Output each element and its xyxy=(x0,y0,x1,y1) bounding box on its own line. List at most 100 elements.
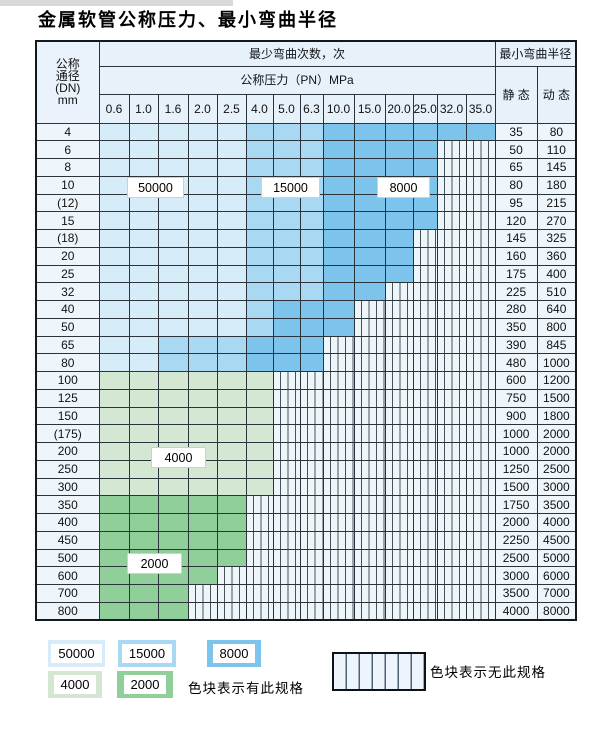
legend-chip-8000: 8000 xyxy=(207,640,261,667)
no-spec-cell xyxy=(299,388,324,408)
spec-cell-50000 xyxy=(216,175,247,195)
spec-cell-50000 xyxy=(98,264,130,284)
static-radius-cell: 160 xyxy=(494,246,538,266)
spec-cell-50000 xyxy=(98,282,130,301)
spec-cell-4000 xyxy=(216,406,247,426)
spec-cell-50000 xyxy=(128,335,159,355)
spec-cell-8000 xyxy=(299,335,324,355)
no-spec-cell xyxy=(465,353,496,372)
no-spec-cell xyxy=(465,548,496,568)
spec-cell-15000 xyxy=(245,193,274,213)
no-spec-note: 色块表示无此规格 xyxy=(430,665,546,680)
table-row: 25 175 400 xyxy=(35,264,577,284)
spec-cell-4000 xyxy=(128,424,159,443)
spec-cell-2000 xyxy=(187,513,218,532)
spec-cell-2000 xyxy=(98,601,130,621)
no-spec-cell xyxy=(384,353,414,372)
spec-cell-50000 xyxy=(98,317,130,337)
pressure-header: 公称压力（PN）MPa xyxy=(98,65,496,95)
spec-cell-50000 xyxy=(98,158,130,177)
no-spec-cell xyxy=(353,317,386,337)
spec-cell-8000 xyxy=(353,158,386,177)
dynamic-radius-cell: 640 xyxy=(536,300,577,319)
spec-cell-2000 xyxy=(98,530,130,550)
spec-cell-2000 xyxy=(157,584,189,603)
dn-cell: 450 xyxy=(35,530,100,550)
pressure-col-header: 0.6 xyxy=(98,93,130,124)
static-radius-cell: 80 xyxy=(494,175,538,195)
spec-cell-2000 xyxy=(98,513,130,532)
spec-cell-15000 xyxy=(187,353,218,372)
spec-cell-4000 xyxy=(187,406,218,426)
spec-cell-50000 xyxy=(187,158,218,177)
spec-cell-50000 xyxy=(216,158,247,177)
spec-cell-50000 xyxy=(157,122,189,142)
no-spec-cell xyxy=(353,548,386,568)
no-spec-cell xyxy=(436,246,467,266)
pressure-col-header: 1.0 xyxy=(128,93,159,124)
spec-cell-8000 xyxy=(322,122,355,142)
spec-cell-50000 xyxy=(157,264,189,284)
no-spec-cell xyxy=(353,388,386,408)
spec-cell-2000 xyxy=(98,548,130,568)
spec-cell-2000 xyxy=(98,584,130,603)
spec-cell-15000 xyxy=(245,158,274,177)
no-spec-cell xyxy=(272,601,301,621)
spec-cell-50000 xyxy=(128,158,159,177)
dn-cell: (175) xyxy=(35,424,100,443)
region-label-4000: 4000 xyxy=(151,447,206,468)
no-spec-cell xyxy=(272,459,301,479)
no-spec-cell xyxy=(384,282,414,301)
no-spec-cell xyxy=(465,371,496,390)
no-spec-cell xyxy=(384,477,414,497)
no-spec-cell xyxy=(353,477,386,497)
no-spec-cell xyxy=(412,495,438,514)
pressure-col-header: 5.0 xyxy=(272,93,301,124)
static-radius-cell: 390 xyxy=(494,335,538,355)
no-spec-cell xyxy=(412,229,438,248)
static-radius-cell: 1750 xyxy=(494,495,538,514)
dynamic-radius-cell: 7000 xyxy=(536,584,577,603)
spec-cell-4000 xyxy=(157,424,189,443)
pressure-col-header: 10.0 xyxy=(322,93,355,124)
no-spec-cell xyxy=(299,566,324,585)
spec-cell-4000 xyxy=(245,424,274,443)
spec-cell-50000 xyxy=(128,300,159,319)
no-spec-cell xyxy=(412,335,438,355)
static-radius-cell: 4000 xyxy=(494,601,538,621)
spec-cell-15000 xyxy=(299,122,324,142)
no-spec-cell xyxy=(436,140,467,159)
dynamic-radius-cell: 2000 xyxy=(536,442,577,461)
spec-cell-2000 xyxy=(98,495,130,514)
spec-cell-50000 xyxy=(216,264,247,284)
dn-cell: 125 xyxy=(35,388,100,408)
no-spec-cell xyxy=(465,513,496,532)
no-spec-cell xyxy=(436,477,467,497)
spec-cell-8000 xyxy=(272,317,301,337)
spec-cell-8000 xyxy=(299,353,324,372)
spec-cell-2000 xyxy=(216,495,247,514)
no-spec-cell xyxy=(436,158,467,177)
spec-cell-4000 xyxy=(216,424,247,443)
region-label-50000: 50000 xyxy=(127,177,184,198)
spec-cell-15000 xyxy=(187,335,218,355)
spec-cell-2000 xyxy=(216,530,247,550)
spec-table: 公称 通径 (DN) mm 最少弯曲次数，次 最小弯曲半径 公称压力（PN）MP… xyxy=(35,40,578,621)
spec-cell-8000 xyxy=(353,193,386,213)
no-spec-cell xyxy=(412,300,438,319)
spec-cell-8000 xyxy=(384,122,414,142)
spec-cell-50000 xyxy=(187,229,218,248)
no-spec-cell xyxy=(353,459,386,479)
dynamic-radius-cell: 325 xyxy=(536,229,577,248)
dynamic-radius-cell: 3500 xyxy=(536,495,577,514)
spec-cell-2000 xyxy=(128,601,159,621)
pressure-col-header: 4.0 xyxy=(245,93,274,124)
spec-cell-50000 xyxy=(216,122,247,142)
spec-cell-8000 xyxy=(272,300,301,319)
no-spec-cell xyxy=(465,282,496,301)
table-row: 200 1000 2000 xyxy=(35,442,577,461)
spec-cell-4000 xyxy=(245,406,274,426)
no-spec-cell xyxy=(272,530,301,550)
spec-cell-50000 xyxy=(157,282,189,301)
no-spec-cell xyxy=(465,388,496,408)
